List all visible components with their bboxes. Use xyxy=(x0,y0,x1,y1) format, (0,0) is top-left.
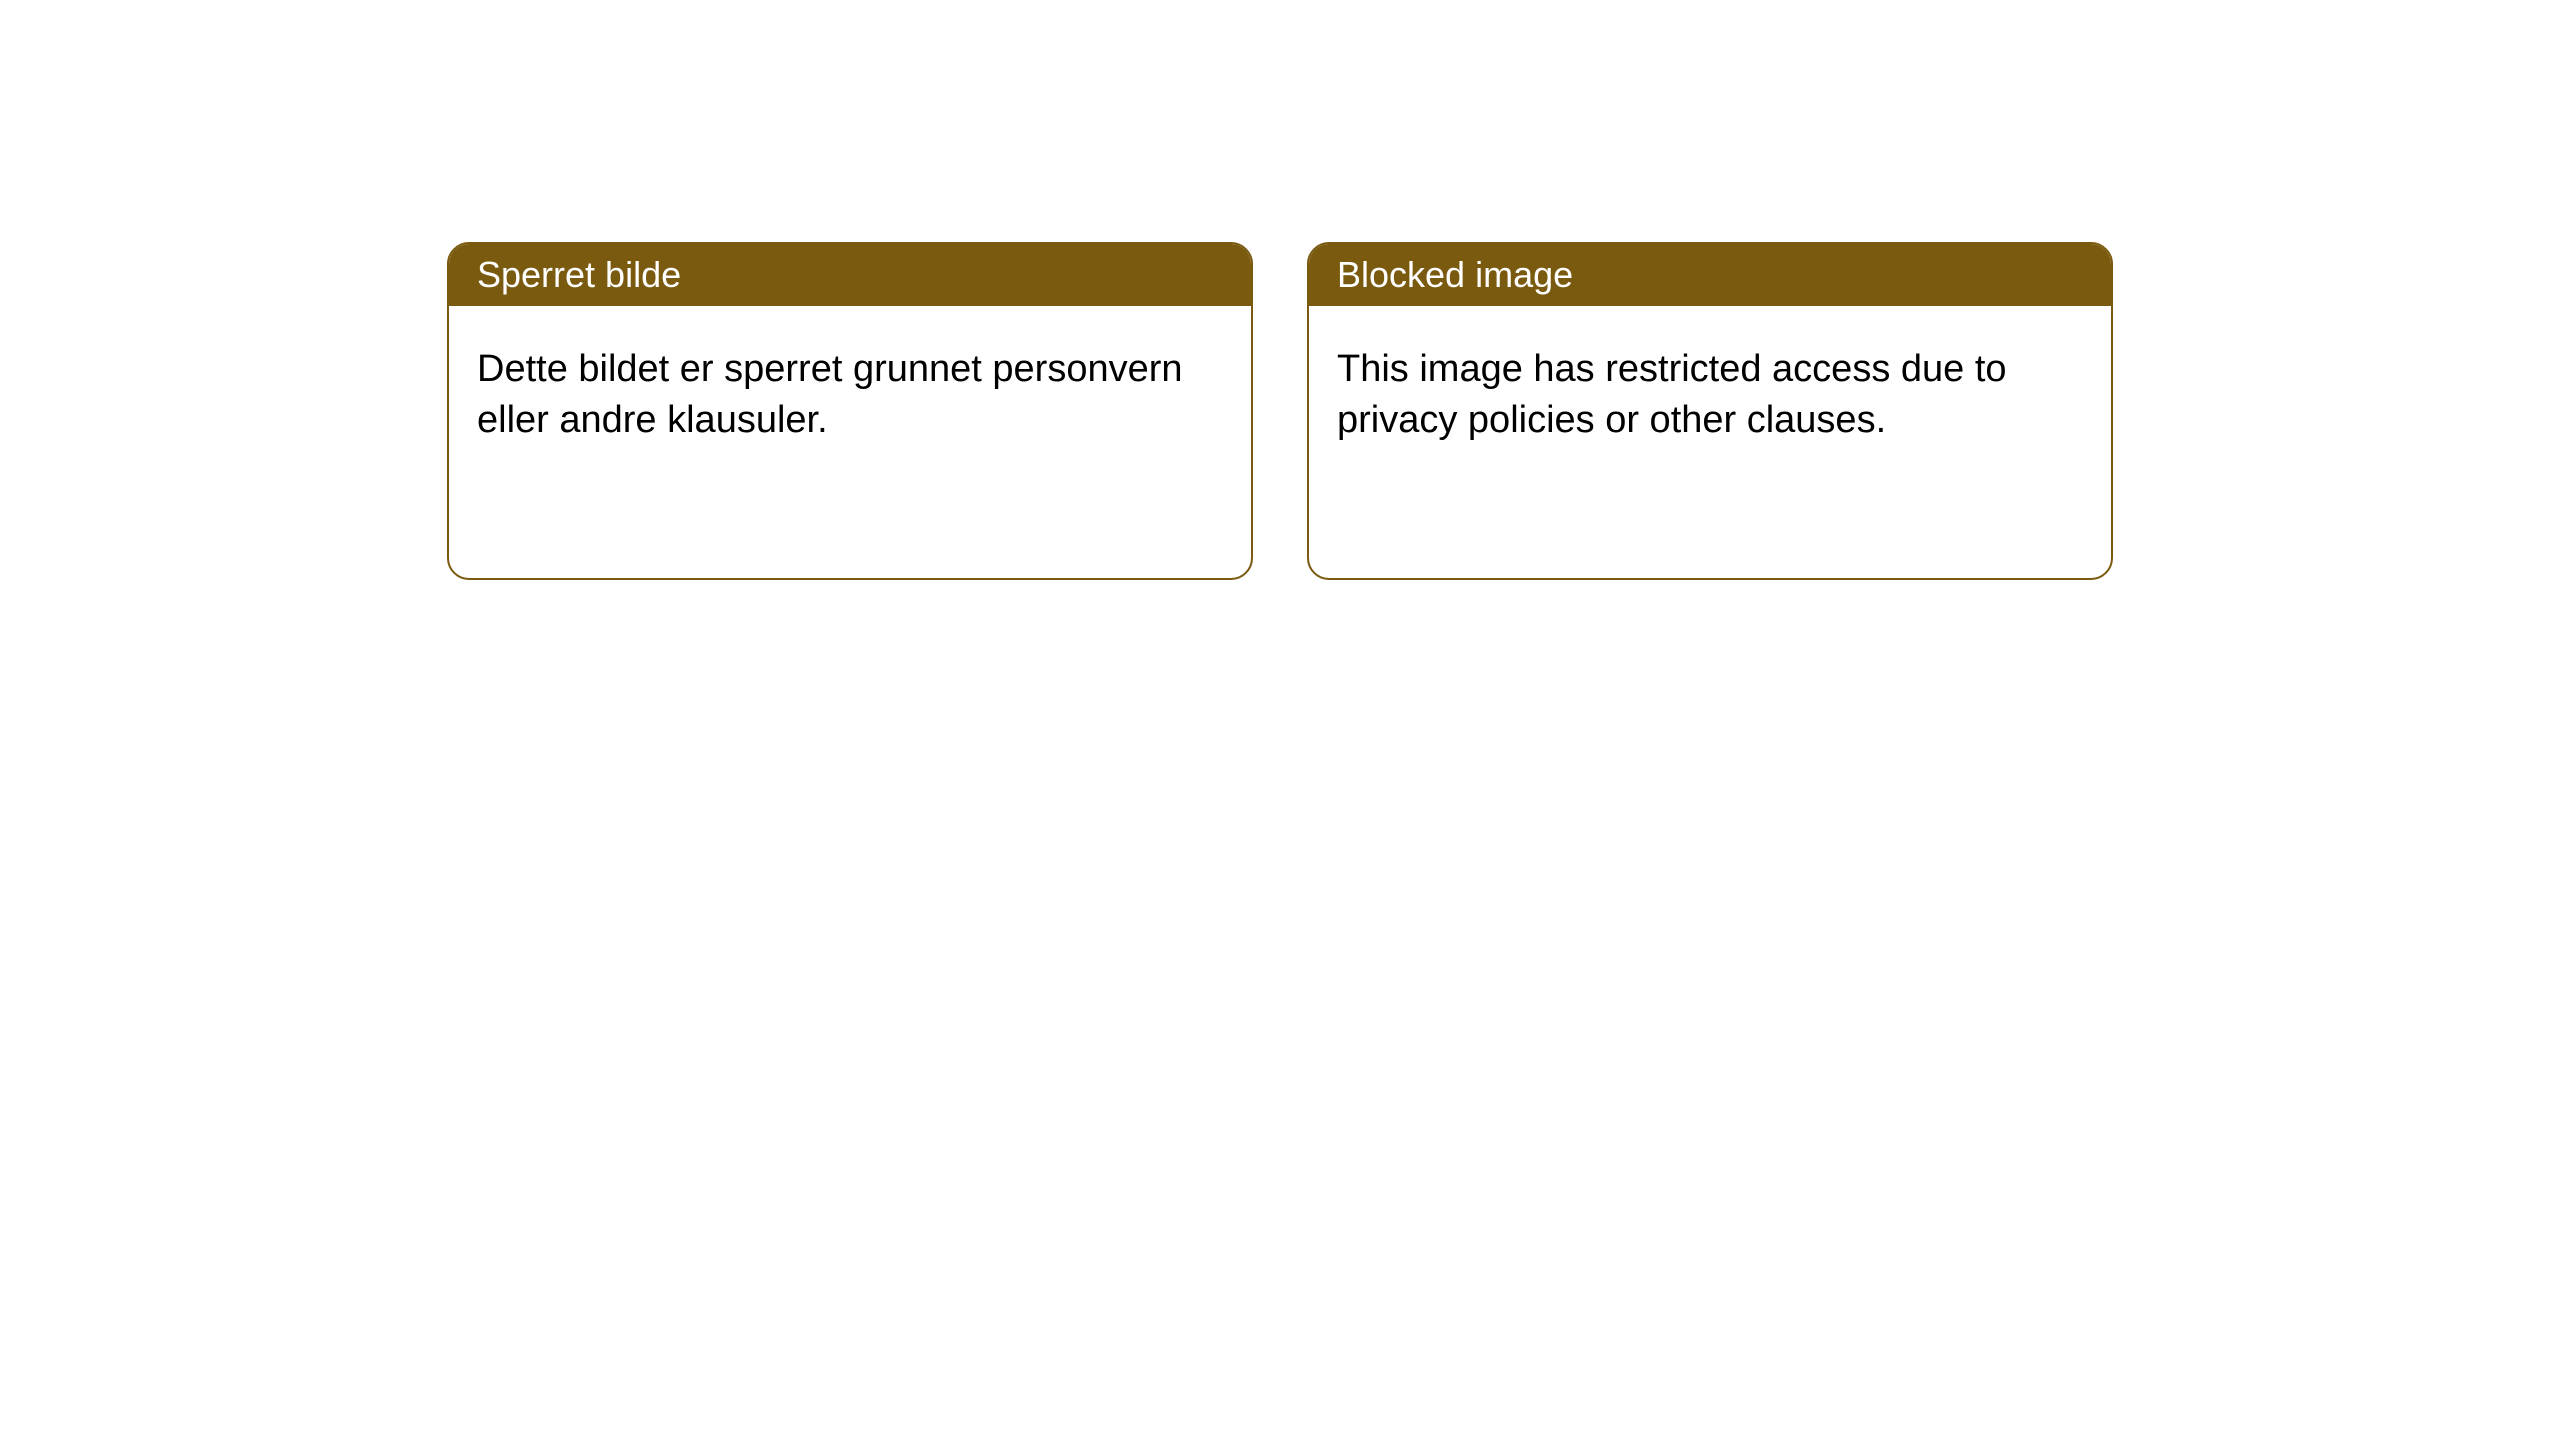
notice-card-body: This image has restricted access due to … xyxy=(1309,306,2111,485)
notice-cards-row: Sperret bilde Dette bildet er sperret gr… xyxy=(0,0,2560,580)
notice-card-title: Blocked image xyxy=(1309,244,2111,306)
notice-card-english: Blocked image This image has restricted … xyxy=(1307,242,2113,580)
notice-card-norwegian: Sperret bilde Dette bildet er sperret gr… xyxy=(447,242,1253,580)
notice-card-title: Sperret bilde xyxy=(449,244,1251,306)
notice-card-body: Dette bildet er sperret grunnet personve… xyxy=(449,306,1251,485)
